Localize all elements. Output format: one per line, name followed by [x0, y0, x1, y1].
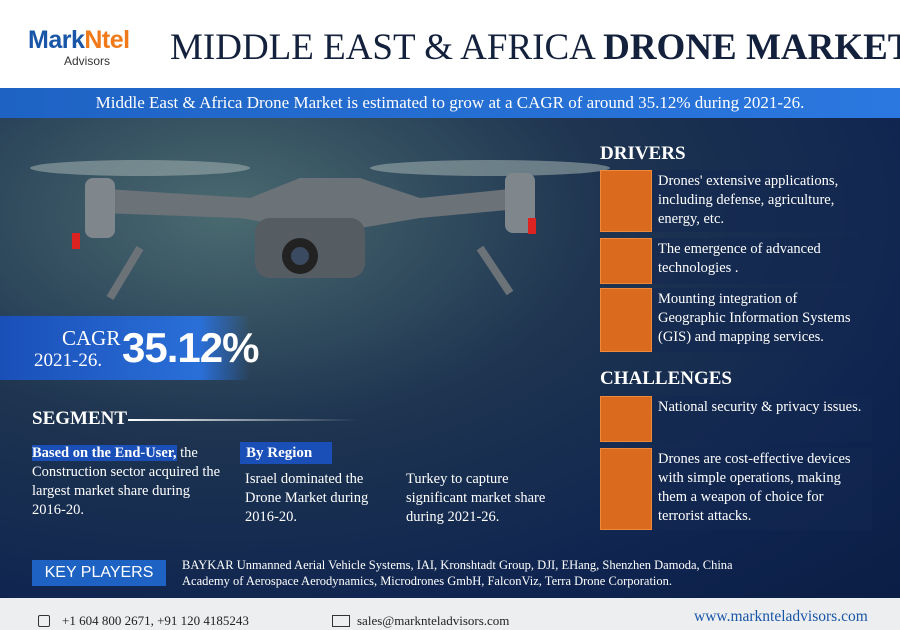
- logo-sub: Advisors: [64, 54, 111, 68]
- challenge-text: Drones are cost-effective devices with s…: [652, 448, 872, 530]
- cagr-value: 35.12%: [122, 324, 259, 371]
- region-item: Israel dominated the Drone Market during…: [245, 471, 369, 525]
- title: MIDDLE EAST & AFRICA DRONE MARKET: [170, 26, 900, 69]
- cagr-box: [0, 316, 250, 380]
- driver-text: Drones' extensive applications, includin…: [652, 170, 872, 232]
- driver-text: Mounting integration of Geographic Infor…: [652, 288, 872, 352]
- end-user-body: the Construction sector acquired the lar…: [32, 445, 221, 518]
- title-a: MIDDLE EAST & AFRICA: [170, 27, 594, 68]
- driver-text: The emergence of advanced technologies .: [652, 238, 872, 284]
- logo-a: Mark: [28, 26, 85, 54]
- mail-icon: [332, 615, 350, 627]
- title-b: DRONE MARKET: [603, 27, 900, 68]
- challenge-icon: [600, 448, 652, 530]
- region-heading: By Region: [240, 442, 332, 464]
- drone-image: [30, 160, 610, 301]
- footer: [0, 598, 900, 630]
- cagr-label: CAGR: [62, 326, 121, 350]
- banner: Middle East & Africa Drone Market is est…: [0, 88, 900, 118]
- logo: MarkNtel: [28, 26, 130, 55]
- challenge-icon: [600, 396, 652, 442]
- end-user-text: Based on the End-User, the Construction …: [32, 444, 222, 520]
- website: www.marknteladvisors.com: [694, 608, 868, 625]
- key-players-text: BAYKAR Unmanned Aerial Vehicle Systems, …: [182, 558, 733, 588]
- logo-b: Ntel: [84, 26, 130, 54]
- drivers-heading: DRIVERS: [600, 143, 686, 164]
- phone-icon: [38, 615, 50, 627]
- cagr-period: 2021-26.: [34, 350, 103, 371]
- driver-icon: [600, 238, 652, 284]
- driver-icon: [600, 288, 652, 352]
- phone: +1 604 800 2671, +91 120 4185243: [62, 613, 249, 628]
- challenge-text: National security & privacy issues.: [652, 396, 872, 442]
- key-players-heading: KEY PLAYERS: [32, 560, 166, 586]
- driver-icon: [600, 170, 652, 232]
- end-user-lead: Based on the End-User,: [32, 445, 177, 461]
- region-item: Turkey to capture significant market sha…: [406, 471, 546, 525]
- challenges-heading: CHALLENGES: [600, 368, 732, 389]
- email: sales@marknteladvisors.com: [357, 613, 510, 628]
- segment-heading: SEGMENT: [32, 408, 128, 429]
- rule: [128, 419, 358, 421]
